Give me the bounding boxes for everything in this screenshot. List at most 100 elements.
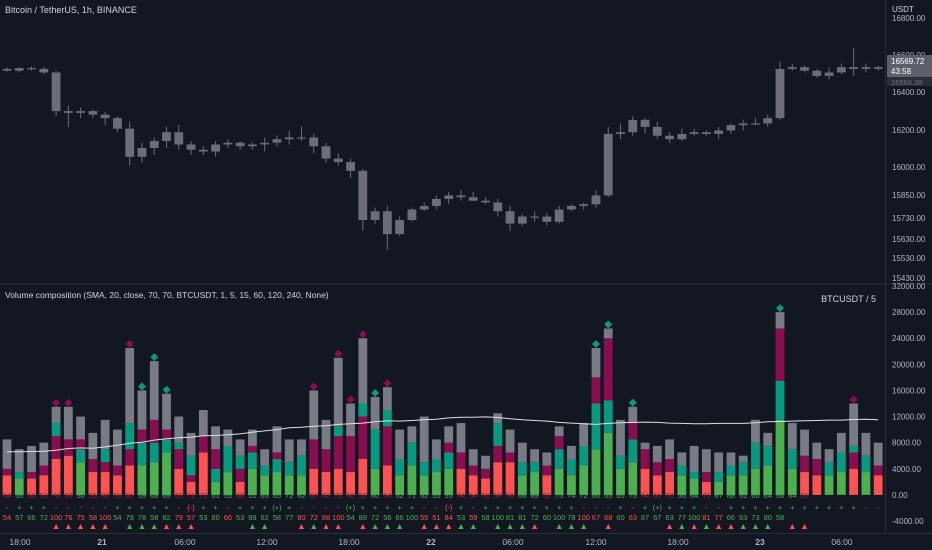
- volume-segment-mid: [579, 445, 589, 466]
- volume-segment-base: [603, 432, 613, 495]
- volume-segment-gray: [517, 442, 527, 463]
- signal-arrow: [458, 524, 464, 529]
- signal-arrow: [372, 524, 378, 529]
- volume-segment-base: [309, 468, 319, 495]
- signal-arrow: [752, 524, 759, 529]
- signal-arrow: [53, 524, 59, 529]
- volume-segment-gray: [849, 403, 859, 446]
- time-axis-label: 23: [755, 537, 765, 547]
- volume-segment-gray: [370, 396, 380, 430]
- volume-segment-mid: [444, 452, 454, 469]
- signal-arrow: [666, 524, 673, 529]
- candle-body: [701, 132, 711, 134]
- pct-row2-value: 100: [406, 513, 419, 522]
- volume-segment-mid: [726, 465, 736, 476]
- volume-segment-alt: [554, 436, 564, 450]
- volume-segment-gray: [468, 449, 478, 466]
- candle-body: [27, 68, 36, 70]
- direction-sign: +: [361, 503, 366, 512]
- volume-segment-mid: [137, 442, 147, 466]
- candle-body: [198, 149, 208, 152]
- candle: [321, 142, 331, 163]
- candle-body: [149, 140, 159, 148]
- volume-segment-base: [517, 475, 527, 495]
- volume-spike-marker: [309, 382, 318, 391]
- volume-segment-mid: [113, 465, 122, 476]
- pct-row1-value: 64: [764, 491, 772, 500]
- pct-row1-value: 54: [469, 491, 477, 500]
- volume-segment-mid: [481, 468, 490, 479]
- volume-tick-label: 24000.00: [892, 334, 926, 343]
- pct-row2-value: 58: [273, 513, 281, 522]
- direction-sign: -: [104, 503, 107, 512]
- pct-row2-value: 58: [150, 513, 158, 522]
- symbol-title[interactable]: Bitcoin / TetherUS, 1h, BINANCE: [5, 5, 137, 15]
- volume-segment-gray: [530, 449, 540, 463]
- volume-segment-mid: [407, 442, 417, 466]
- volume-segment-mid: [395, 458, 405, 476]
- volume-segment-mid: [370, 429, 380, 469]
- candle-body: [505, 211, 515, 224]
- pct-row2-value: 84: [445, 513, 453, 522]
- candle-body: [579, 204, 589, 206]
- candle-body: [468, 197, 478, 201]
- candle: [27, 66, 36, 71]
- pct-row2-value: 75: [76, 513, 84, 522]
- direction-sign: +: [287, 503, 292, 512]
- volume-segment-gray: [751, 419, 760, 443]
- pct-row2-value: 100: [688, 513, 701, 522]
- signal-arrow: [176, 524, 182, 529]
- candle: [738, 119, 748, 131]
- pct-row1-value: 72: [580, 491, 588, 500]
- volume-segment-base: [14, 478, 24, 495]
- direction-sign: +: [643, 503, 648, 512]
- candle-body: [248, 144, 257, 147]
- time-scale[interactable]: 18:00 21 06:00 12:00 18:00 22 06:00 12:00 18:00 2…: [9, 537, 853, 547]
- candle: [567, 204, 576, 212]
- pct-row1-value: 50: [481, 491, 489, 500]
- volume-spike-marker: [64, 398, 73, 407]
- candle-body: [603, 133, 613, 196]
- volume-segment-alt: [248, 445, 257, 453]
- volume-segment-base: [63, 455, 73, 495]
- volume-segment-base: [677, 475, 687, 495]
- volume-segment-gray: [297, 439, 306, 456]
- pct-row2-value: 89: [248, 513, 256, 522]
- volume-scale[interactable]: 32000.00 28000.00 24000.00 20000.00 16000.00…: [892, 282, 926, 526]
- candle: [493, 198, 503, 217]
- pct-row1-value: 62: [297, 491, 305, 500]
- pct-row2-value: 53: [236, 513, 244, 522]
- pct-row1-value: 51: [739, 491, 747, 500]
- pct-row1-value: 54: [383, 491, 391, 500]
- direction-sign: +: [692, 503, 697, 512]
- volume-segment-mid: [149, 442, 159, 463]
- volume-segment-base: [567, 475, 576, 495]
- candle-body: [370, 211, 380, 221]
- pct-row1-value: 80: [101, 491, 109, 500]
- direction-sign: -: [313, 503, 316, 512]
- time-axis-label: 12:00: [585, 537, 607, 547]
- candle: [14, 67, 24, 73]
- candle-body: [714, 130, 724, 134]
- volume-segment-mid: [2, 468, 12, 476]
- candle-body: [738, 123, 748, 126]
- candle: [812, 68, 822, 78]
- volume-segment-gray: [432, 439, 441, 459]
- volume-segment-gray: [407, 426, 417, 443]
- indicator-title[interactable]: Volume composition (SMA, 20, close, 70, …: [5, 290, 329, 300]
- volume-spike-marker: [137, 382, 146, 391]
- volume-segment-base: [628, 462, 638, 495]
- candle-body: [861, 67, 871, 69]
- direction-sign: +: [128, 503, 133, 512]
- bar-countdown: 43:58: [891, 67, 912, 76]
- volume-segment-base: [616, 468, 625, 495]
- volume-segment-mid: [738, 462, 748, 476]
- volume-segment-gray: [395, 429, 405, 459]
- candle-body: [284, 137, 294, 140]
- volume-tick-label: 32000.00: [892, 282, 926, 291]
- signal-arrow: [581, 524, 587, 529]
- pct-row2-value: 88: [359, 513, 367, 522]
- pct-row2-value: 73: [751, 513, 759, 522]
- volume-segment-gray: [248, 429, 257, 446]
